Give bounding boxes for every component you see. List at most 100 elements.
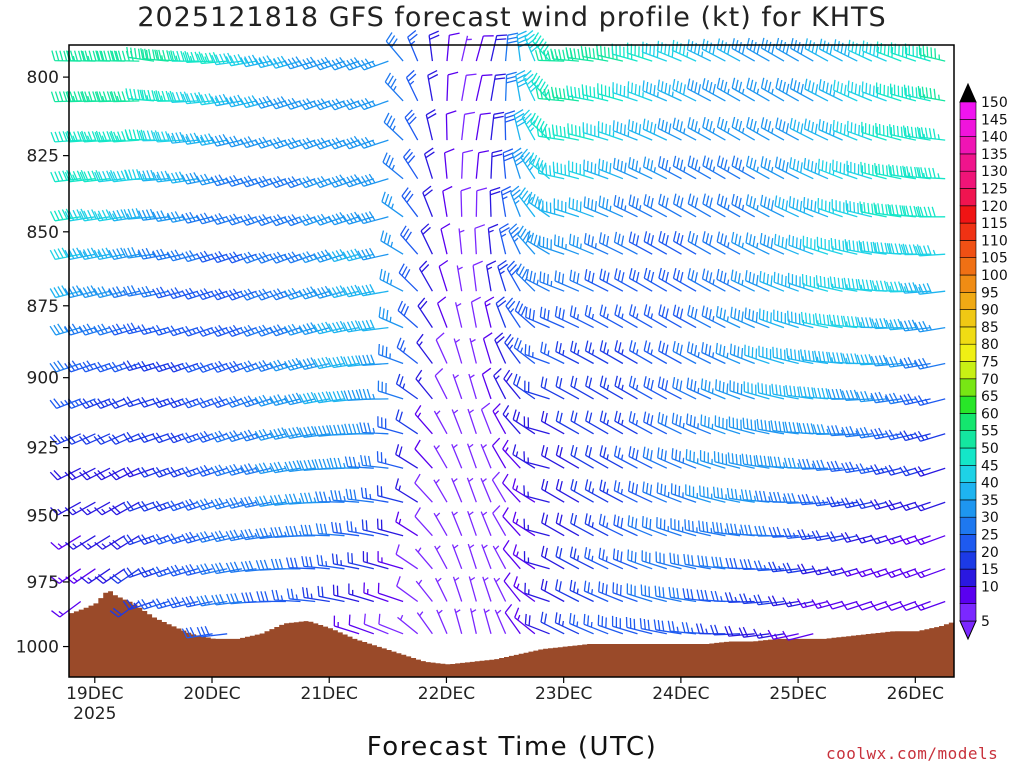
wind-barb-629 xyxy=(613,157,638,180)
wind-barb-463 xyxy=(484,296,495,328)
wind-barb-526 xyxy=(530,112,551,141)
wind-barb-815 xyxy=(775,117,800,141)
wind-barb-158 xyxy=(196,52,228,65)
wind-barb-658 xyxy=(626,583,653,603)
wind-barb-590 xyxy=(569,579,594,603)
wind-barb-390 xyxy=(425,109,437,141)
wind-barb-114 xyxy=(152,248,184,261)
wind-barb-413 xyxy=(435,332,448,364)
wind-barb-946 xyxy=(888,164,916,180)
wind-barb-472 xyxy=(483,608,492,634)
wind-barb-634 xyxy=(614,340,638,365)
wind-barb-636 xyxy=(614,410,638,435)
wind-barb-134 xyxy=(166,397,199,409)
colorbar-label-25: 25 xyxy=(981,528,999,544)
wind-barb-422 xyxy=(461,35,472,62)
wind-barb-410 xyxy=(440,223,451,255)
wind-barb-915 xyxy=(859,201,887,218)
credit-link[interactable]: coolwx.com/models xyxy=(826,744,999,763)
wind-barb-927 xyxy=(876,41,902,62)
wind-barb-748 xyxy=(716,155,741,180)
wind-barb-429 xyxy=(454,302,463,328)
wind-barb-286 xyxy=(302,587,330,603)
wind-barb-504 xyxy=(502,539,521,570)
wind-barb-344 xyxy=(357,319,389,332)
wind-barb-507 xyxy=(524,29,540,62)
wind-barb-500 xyxy=(502,405,521,435)
wind-barb-950 xyxy=(885,318,916,331)
wind-barb-709 xyxy=(668,586,697,603)
wind-barb-919 xyxy=(856,354,887,366)
wind-barb-562 xyxy=(553,198,580,218)
wind-barb-109 xyxy=(154,49,184,62)
wind-barb-93 xyxy=(140,48,169,62)
wind-barb-312 xyxy=(328,390,360,403)
wind-barb-407 xyxy=(445,110,457,141)
wind-barb-60 xyxy=(94,568,126,584)
wind-barb-680 xyxy=(657,156,682,180)
wind-barb-872 xyxy=(813,387,843,400)
colorbar-swatch-25 xyxy=(959,534,977,553)
wind-barb-874 xyxy=(812,459,843,471)
wind-barb-395 xyxy=(417,297,433,328)
wind-barb-567 xyxy=(555,376,580,400)
wind-barb-765 xyxy=(731,155,756,180)
wind-barb-40 xyxy=(78,398,111,410)
wind-barb-881 xyxy=(832,119,858,141)
wind-barb-88 xyxy=(122,466,155,478)
wind-barb-627 xyxy=(612,82,638,102)
wind-barb-786 xyxy=(744,307,770,329)
wind-barb-788 xyxy=(743,381,770,400)
wind-barb-189 xyxy=(211,562,243,575)
wind-barb-296 xyxy=(313,391,345,404)
wind-barb-778 xyxy=(724,625,755,637)
wind-barb-81 xyxy=(123,208,155,220)
wind-barb-506 xyxy=(504,604,521,635)
wind-barb-860 xyxy=(797,529,829,541)
wind-barb-508 xyxy=(523,70,539,102)
wind-barb-491 xyxy=(515,70,528,102)
wind-barb-917 xyxy=(857,278,887,292)
wind-barb-56 xyxy=(93,433,125,445)
wind-barb-445 xyxy=(472,260,483,292)
wind-barb-32 xyxy=(80,91,111,103)
wind-barb-451 xyxy=(466,477,477,503)
wind-barb-586 xyxy=(570,444,594,469)
wind-barb-693 xyxy=(653,619,682,635)
wind-barb-119 xyxy=(152,432,184,444)
wind-barb-414 xyxy=(434,368,448,400)
wind-barb-967 xyxy=(899,357,931,369)
colorbar-label-30: 30 xyxy=(981,510,999,526)
wind-barb-771 xyxy=(729,380,755,400)
wind-barb-960 xyxy=(903,84,931,102)
wind-barb-906 xyxy=(841,461,873,474)
wind-barb-710 xyxy=(667,620,697,635)
wind-barb-934 xyxy=(871,317,902,330)
x-tick-label-22dec: 22DEC xyxy=(418,684,475,704)
wind-barb-404 xyxy=(416,611,433,635)
wind-barb-650 xyxy=(628,304,653,329)
wind-barb-643 xyxy=(626,42,653,62)
wind-barb-61 xyxy=(109,50,140,62)
wind-barb-681 xyxy=(658,193,682,218)
wind-barb-887 xyxy=(828,351,858,365)
wind-barb-792 xyxy=(740,524,770,537)
wind-barb-833 xyxy=(789,157,814,180)
wind-barb-181 xyxy=(210,288,243,301)
wind-barb-536 xyxy=(523,485,550,503)
wind-barb-513 xyxy=(515,263,536,292)
wind-barb-921 xyxy=(855,426,887,439)
wind-barb-951 xyxy=(885,356,916,368)
wind-barb-400 xyxy=(414,473,433,503)
wind-barb-441 xyxy=(475,112,491,141)
wind-barb-505 xyxy=(503,572,521,602)
wind-barb-46 xyxy=(95,50,125,62)
wind-barb-609 xyxy=(596,44,624,62)
axes-layer: 800 825 850 875 900 925 950 975 1000 19DEC 20DEC 21… xyxy=(16,68,944,724)
wind-barb-575 xyxy=(565,47,594,62)
wind-barb-732 xyxy=(702,193,726,218)
wind-barb-830 xyxy=(790,37,814,62)
wind-barb-665 xyxy=(643,231,668,255)
wind-barb-901 xyxy=(843,277,872,292)
wind-barb-758 xyxy=(712,521,741,537)
